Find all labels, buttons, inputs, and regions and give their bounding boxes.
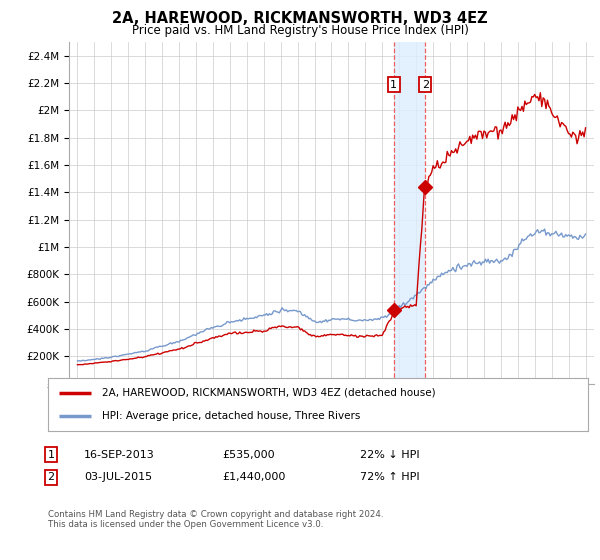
Text: HPI: Average price, detached house, Three Rivers: HPI: Average price, detached house, Thre…	[102, 411, 361, 421]
Text: 1: 1	[390, 80, 397, 90]
Text: 2A, HAREWOOD, RICKMANSWORTH, WD3 4EZ: 2A, HAREWOOD, RICKMANSWORTH, WD3 4EZ	[112, 11, 488, 26]
Text: 72% ↑ HPI: 72% ↑ HPI	[360, 472, 419, 482]
Text: 2: 2	[422, 80, 429, 90]
Text: £1,440,000: £1,440,000	[222, 472, 286, 482]
Text: 2A, HAREWOOD, RICKMANSWORTH, WD3 4EZ (detached house): 2A, HAREWOOD, RICKMANSWORTH, WD3 4EZ (de…	[102, 388, 436, 398]
Text: 22% ↓ HPI: 22% ↓ HPI	[360, 450, 419, 460]
Text: 03-JUL-2015: 03-JUL-2015	[84, 472, 152, 482]
Text: 16-SEP-2013: 16-SEP-2013	[84, 450, 155, 460]
Text: Price paid vs. HM Land Registry's House Price Index (HPI): Price paid vs. HM Land Registry's House …	[131, 24, 469, 36]
Text: £535,000: £535,000	[222, 450, 275, 460]
Text: Contains HM Land Registry data © Crown copyright and database right 2024.
This d: Contains HM Land Registry data © Crown c…	[48, 510, 383, 529]
Bar	[394, 42, 425, 384]
Text: 1: 1	[47, 450, 55, 460]
Text: 2: 2	[47, 472, 55, 482]
